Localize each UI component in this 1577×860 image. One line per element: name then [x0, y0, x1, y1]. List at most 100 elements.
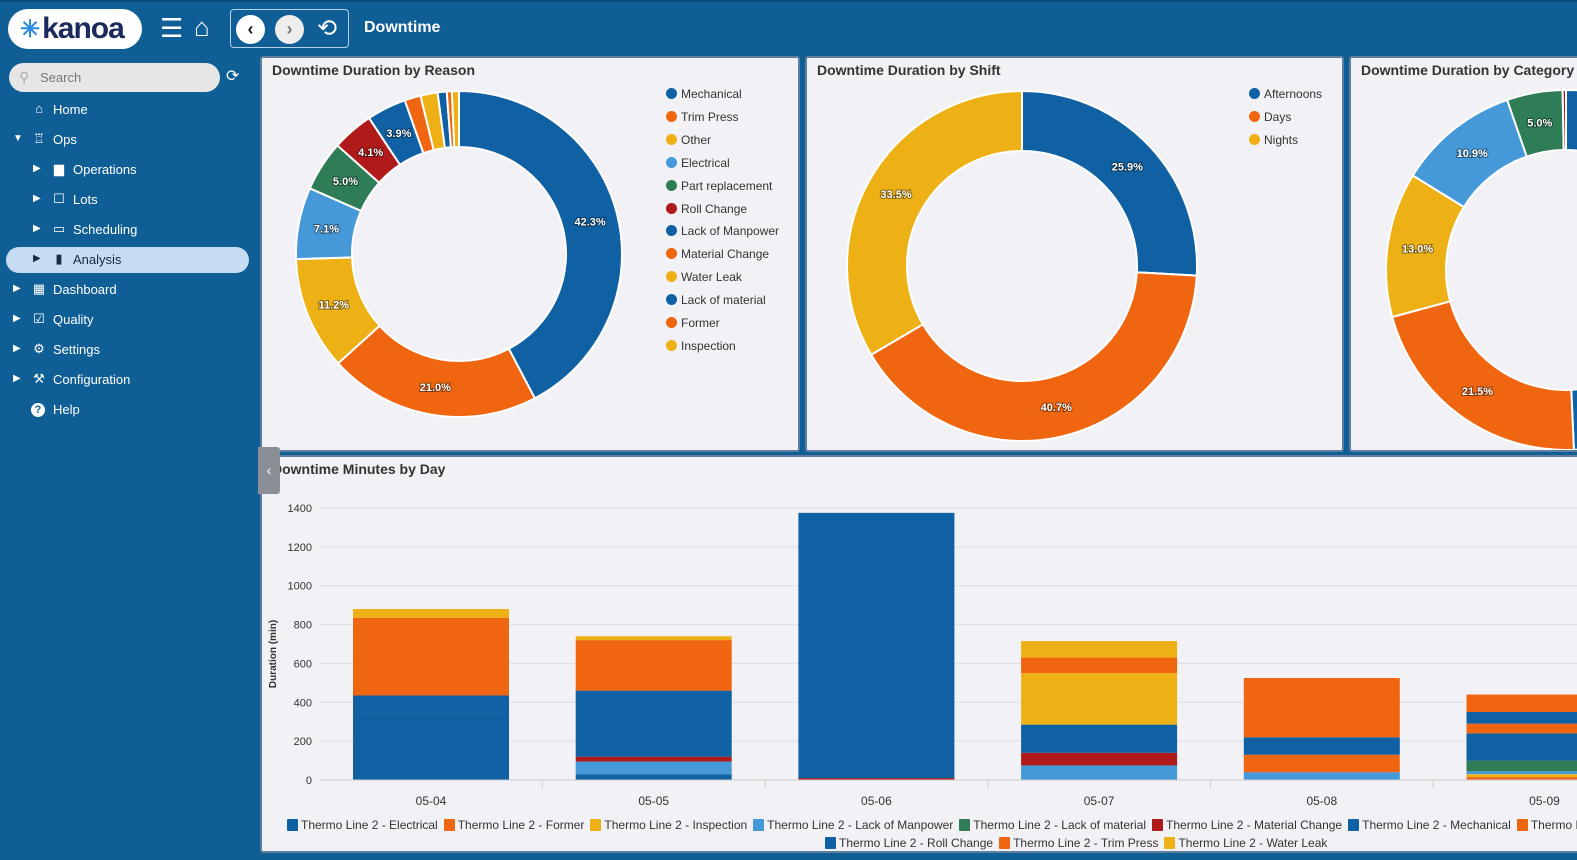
history-icon[interactable]: ⟲: [317, 15, 338, 42]
bar-segment[interactable]: [1243, 772, 1400, 780]
kanoa-logo[interactable]: ✳ kanoa: [8, 9, 142, 49]
sidebar-item-configuration[interactable]: ▶ ⚒ Configuration: [0, 367, 258, 393]
legend-item[interactable]: Thermo Line 2 - Roll Change: [825, 836, 993, 850]
legend-item[interactable]: Thermo Line 2 - Electrical: [287, 818, 438, 832]
bar-segment[interactable]: [575, 756, 732, 762]
caret-right-icon[interactable]: ▶: [13, 313, 21, 324]
bar-segment[interactable]: [1466, 723, 1577, 734]
bar-segment[interactable]: [1243, 754, 1400, 773]
donut-slice[interactable]: [1565, 88, 1577, 450]
legend-item[interactable]: Water Leak: [666, 270, 742, 284]
legend-item[interactable]: Lack of material: [666, 293, 766, 307]
donut-slice[interactable]: [869, 271, 1198, 442]
caret-down-icon[interactable]: ▼: [13, 133, 23, 144]
back-icon[interactable]: ‹: [236, 15, 265, 44]
bar-segment[interactable]: [575, 761, 732, 775]
sidebar-item-scheduling[interactable]: ▶ ▭ Scheduling: [0, 217, 258, 243]
sidebar-item-settings[interactable]: ▶ ⚙ Settings: [0, 337, 258, 363]
legend-item[interactable]: Thermo Line 2 - Trim Press: [999, 836, 1158, 850]
caret-right-icon[interactable]: ▶: [33, 253, 41, 264]
legend-item[interactable]: Nights: [1249, 133, 1298, 147]
legend-item[interactable]: Thermo Line 2 - Water Leak: [1164, 836, 1327, 850]
bar-segment[interactable]: [798, 778, 955, 780]
donut-slice[interactable]: [450, 89, 460, 149]
bar-segment[interactable]: [1466, 712, 1577, 724]
sidebar-item-quality[interactable]: ▶ ☑ Quality: [0, 307, 258, 333]
legend-item[interactable]: Lack of Manpower: [666, 224, 779, 238]
sidebar-item-operations[interactable]: ▶ ▆ Operations: [0, 157, 258, 183]
home-icon[interactable]: ⌂: [194, 12, 210, 42]
bar-segment[interactable]: [1466, 777, 1577, 780]
donut-slice[interactable]: [846, 89, 1023, 357]
bar-segment[interactable]: [1021, 673, 1178, 725]
caret-right-icon[interactable]: ▶: [13, 283, 21, 294]
donut-slice[interactable]: [1561, 88, 1567, 152]
bar-segment[interactable]: [1466, 694, 1577, 712]
bar-segment[interactable]: [1243, 678, 1400, 738]
bar-segment[interactable]: [353, 609, 509, 618]
legend-label: Other: [681, 132, 712, 147]
bar-segment[interactable]: [1466, 771, 1577, 775]
legend-item[interactable]: Material Change: [666, 247, 769, 261]
sidebar-item-help[interactable]: ? Help: [0, 397, 258, 423]
legend-item[interactable]: Roll Change: [666, 202, 747, 216]
caret-right-icon[interactable]: ▶: [33, 193, 41, 204]
legend-swatch: [666, 88, 677, 99]
legend-item[interactable]: Afternoons: [1249, 87, 1322, 101]
bar-segment[interactable]: [575, 690, 732, 757]
legend-item[interactable]: Thermo Line 2 - Former: [443, 818, 584, 832]
sidebar-item-home[interactable]: ⌂ Home: [0, 97, 258, 123]
menu-icon[interactable]: ☰: [160, 13, 184, 43]
caret-right-icon[interactable]: ▶: [13, 343, 21, 354]
sidebar-item-lots[interactable]: ▶ ☐ Lots: [0, 187, 258, 213]
bar-segment[interactable]: [353, 713, 509, 780]
checklist-icon: ☑: [33, 311, 45, 326]
donut-slice[interactable]: [1391, 300, 1575, 450]
legend-item[interactable]: Thermo Line 2 - Lack of Manpower: [753, 818, 953, 832]
bar-segment[interactable]: [1021, 752, 1178, 766]
donut-slice[interactable]: [458, 89, 623, 400]
legend-item[interactable]: Thermo Line 2 - Lack of material: [959, 818, 1146, 832]
donut-slice[interactable]: [336, 324, 537, 418]
bar-segment[interactable]: [1243, 737, 1400, 755]
forward-icon[interactable]: ›: [275, 15, 304, 44]
legend-item[interactable]: Thermo Line 2 - Other: [1516, 818, 1577, 832]
bar-segment[interactable]: [1466, 760, 1577, 772]
caret-right-icon[interactable]: ▶: [33, 223, 41, 234]
sidebar-item-ops[interactable]: ▼ ♖ Ops: [0, 127, 258, 153]
caret-right-icon[interactable]: ▶: [33, 163, 41, 174]
bar-segment[interactable]: [575, 640, 732, 691]
sidebar-item-analysis[interactable]: ▶ ▮ Analysis: [6, 247, 249, 273]
bar-segment[interactable]: [575, 636, 732, 641]
collapse-sidebar-button[interactable]: ‹: [258, 447, 280, 494]
legend-item[interactable]: Thermo Line 2 - Mechanical: [1348, 818, 1511, 832]
bar-segment[interactable]: [1021, 724, 1178, 753]
legend-item[interactable]: Mechanical: [666, 87, 742, 101]
sync-icon[interactable]: ⟳: [226, 68, 240, 85]
legend-item[interactable]: Trim Press: [666, 110, 739, 124]
legend-item[interactable]: Part replacement: [666, 179, 772, 193]
legend-item[interactable]: Thermo Line 2 - Material Change: [1152, 818, 1342, 832]
legend-item[interactable]: Days: [1249, 110, 1291, 124]
slice-label: 25.9%: [1112, 161, 1143, 173]
bar-segment[interactable]: [1466, 733, 1577, 761]
bar-segment[interactable]: [798, 512, 955, 779]
slice-label: 21.5%: [1462, 386, 1493, 398]
bar-segment[interactable]: [1021, 641, 1178, 658]
legend-item[interactable]: Other: [666, 133, 711, 147]
legend-item[interactable]: Thermo Line 2 - Inspection: [590, 818, 747, 832]
bar-segment[interactable]: [575, 774, 732, 780]
stacked-bar-chart: 0 200 400 600 800 1000 1200 1400 Duration (min) 0…: [268, 503, 1577, 808]
bar-segment[interactable]: [353, 695, 509, 714]
search-input[interactable]: ⚲ Search: [9, 63, 220, 92]
bar-segment[interactable]: [1466, 774, 1577, 778]
bar-segment[interactable]: [353, 617, 509, 696]
sidebar-item-dashboard[interactable]: ▶ ▦ Dashboard: [0, 277, 258, 303]
caret-right-icon[interactable]: ▶: [13, 373, 21, 384]
bar-segment[interactable]: [1021, 657, 1178, 674]
legend-item[interactable]: Former: [666, 316, 720, 330]
bar-segment[interactable]: [1021, 765, 1178, 780]
legend-item[interactable]: Electrical: [666, 156, 730, 170]
legend-item[interactable]: Inspection: [666, 339, 736, 353]
donut-slice[interactable]: [1021, 89, 1198, 277]
